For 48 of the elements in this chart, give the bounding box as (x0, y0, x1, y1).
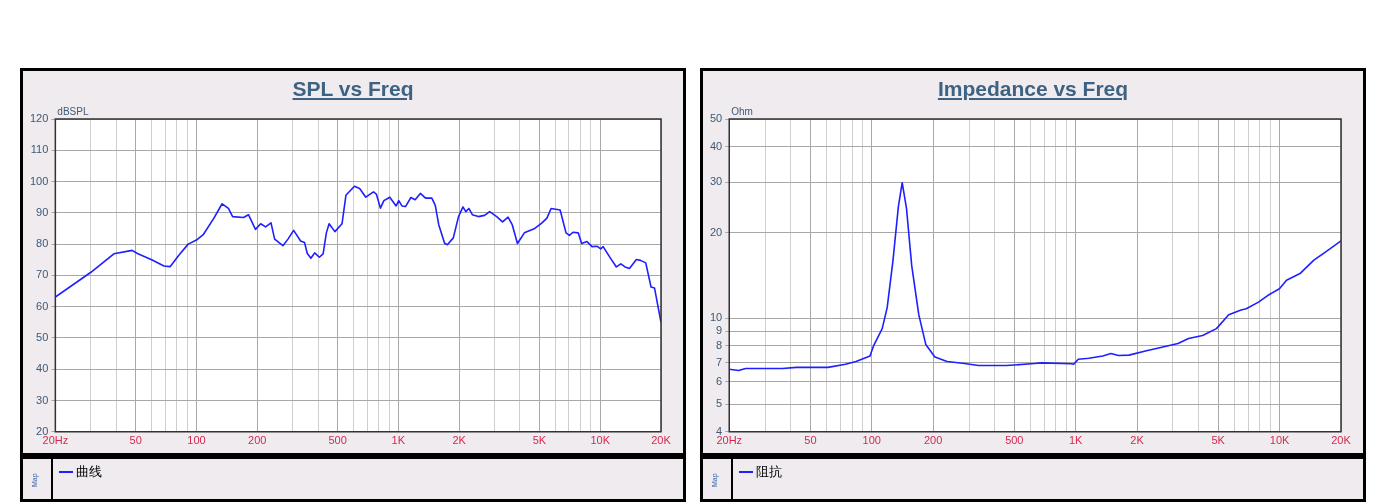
y-tick-label: 20 (36, 424, 49, 437)
y-tick-label: 5 (716, 397, 723, 410)
x-tick-label: 100 (862, 434, 881, 447)
y-tick-label: 40 (36, 362, 49, 375)
y-tick-label: 4 (716, 424, 723, 437)
x-tick-label: 20K (1331, 434, 1352, 447)
x-tick-label: 500 (328, 434, 347, 447)
legend-label: 曲线 (76, 463, 102, 481)
y-tick-label: 10 (709, 311, 723, 324)
x-tick-label: 1K (391, 434, 406, 447)
x-tick-label: 2K (1130, 434, 1145, 447)
x-tick-label: 10K (590, 434, 611, 447)
y-tick-label: 30 (709, 175, 723, 188)
legend-label: 阻抗 (756, 463, 782, 481)
y-axis-title: dBSPL (57, 105, 89, 117)
y-tick-label: 80 (36, 237, 49, 250)
y-tick-label: 40 (709, 139, 723, 152)
x-tick-label: 5K (1211, 434, 1226, 447)
x-tick-label: 200 (248, 434, 267, 447)
y-tick-label: 60 (36, 299, 49, 312)
y-tick-label: 90 (36, 205, 49, 218)
x-tick-label: 100 (187, 434, 206, 447)
y-tick-label: 9 (716, 324, 723, 337)
y-tick-label: 120 (29, 112, 49, 125)
y-tick-label: 8 (716, 338, 723, 351)
y-tick-label: 7 (716, 355, 723, 368)
x-tick-label: 200 (923, 434, 943, 447)
x-tick-label: 20Hz (716, 434, 743, 447)
y-tick-label: 100 (29, 174, 49, 187)
x-tick-label: 500 (1005, 434, 1024, 447)
y-tick-label: 6 (716, 374, 723, 387)
chart-title: SPL vs Freq (291, 77, 415, 102)
y-tick-label: 50 (36, 330, 49, 343)
y-tick-label: 30 (36, 393, 49, 406)
x-tick-label: 20K (651, 434, 672, 447)
x-tick-label: 5K (532, 434, 547, 447)
x-tick-label: 10K (1269, 434, 1291, 447)
x-tick-label: 20Hz (42, 434, 69, 447)
y-tick-label: 50 (709, 112, 723, 125)
x-tick-label: 50 (804, 434, 817, 447)
y-tick-label: 20 (709, 225, 723, 238)
x-tick-label: 50 (129, 434, 142, 447)
chart-title: Impedance vs Freq (936, 77, 1130, 102)
x-tick-label: 2K (452, 434, 467, 447)
y-tick-label: 70 (36, 268, 49, 281)
x-tick-label: 1K (1068, 434, 1084, 447)
y-tick-label: 110 (30, 143, 49, 156)
y-axis-title: Ohm (731, 105, 753, 117)
